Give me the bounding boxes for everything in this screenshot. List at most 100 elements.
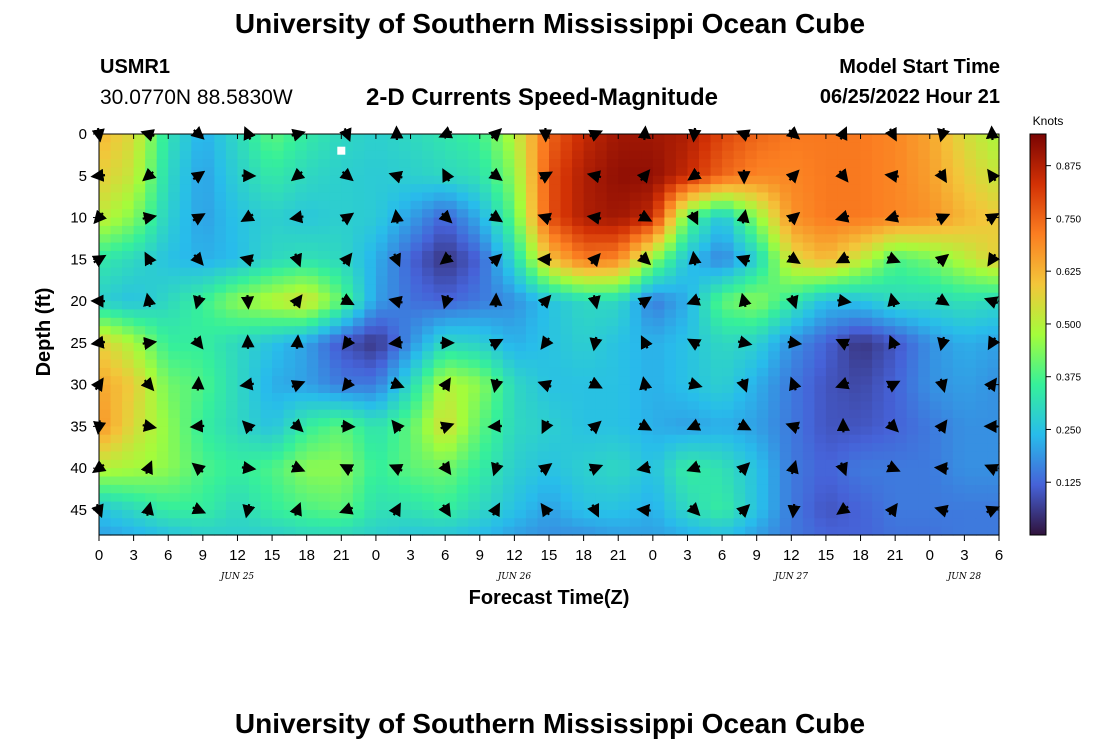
heat-cell	[468, 493, 481, 503]
heat-cell	[929, 142, 942, 152]
heat-cell	[756, 451, 769, 461]
heat-cell	[456, 409, 469, 419]
heat-cell	[791, 401, 804, 411]
heat-cell	[549, 493, 562, 503]
heat-cell	[514, 309, 527, 319]
heat-cell	[779, 234, 792, 244]
heat-cell	[99, 200, 112, 210]
heat-cell	[802, 509, 815, 519]
heat-cell	[433, 526, 446, 536]
heat-cell	[964, 225, 977, 235]
heat-cell	[560, 476, 573, 486]
heat-cell	[145, 476, 158, 486]
heat-cell	[156, 334, 169, 344]
heat-cell	[814, 317, 827, 327]
current-arrow	[488, 338, 504, 351]
heat-cell	[306, 434, 319, 444]
heat-cell	[364, 192, 377, 202]
heat-cell	[745, 443, 758, 453]
heat-cell	[929, 367, 942, 377]
heat-cell	[295, 367, 308, 377]
heat-cell	[491, 292, 504, 302]
heat-cell	[837, 200, 850, 210]
heat-cell	[745, 242, 758, 252]
heat-cell	[987, 359, 1000, 369]
heat-cell	[295, 476, 308, 486]
x-tick-label: 0	[95, 547, 103, 564]
heat-cell	[272, 167, 285, 177]
heat-cell	[664, 184, 677, 194]
heat-cell	[652, 476, 665, 486]
heat-cell	[641, 150, 654, 160]
heat-cell	[329, 418, 342, 427]
heat-cell	[399, 434, 412, 444]
heat-cell	[410, 326, 423, 336]
heat-cell	[987, 192, 1000, 202]
heat-cell	[952, 159, 965, 169]
heat-cell	[629, 493, 642, 503]
heat-cell	[145, 317, 158, 327]
heat-cell	[929, 192, 942, 202]
heat-cell	[791, 434, 804, 444]
heat-cell	[560, 501, 573, 511]
heat-cell	[352, 493, 365, 503]
heat-cell	[664, 159, 677, 169]
heat-cell	[618, 526, 631, 536]
heat-cell	[122, 351, 135, 361]
heat-cell	[145, 518, 158, 528]
heat-cell	[825, 192, 839, 202]
heat-cell	[433, 225, 446, 235]
heat-cell	[722, 267, 735, 277]
heat-cell	[952, 476, 965, 486]
heat-cell	[237, 351, 250, 361]
heat-cell	[733, 150, 746, 160]
heat-cell	[872, 184, 885, 194]
heat-cell	[422, 142, 435, 152]
current-arrow	[835, 461, 848, 477]
heat-cell	[918, 242, 931, 252]
heat-cell	[168, 309, 181, 319]
heat-cell	[214, 150, 227, 160]
heat-cell	[825, 468, 839, 478]
heat-cell	[606, 242, 619, 252]
heat-cell	[133, 518, 146, 528]
heat-cell	[895, 134, 908, 143]
heat-cell	[860, 259, 873, 269]
heat-cell	[745, 367, 758, 377]
heat-cell	[122, 259, 135, 269]
heat-cell	[156, 518, 169, 528]
heat-cell	[849, 384, 862, 394]
heat-cell	[941, 451, 954, 461]
heat-cell	[572, 209, 585, 219]
heat-cell	[675, 501, 689, 511]
heat-cell	[675, 351, 689, 361]
heat-cell	[514, 334, 527, 344]
heat-cell	[318, 468, 331, 478]
heat-cell	[745, 392, 758, 402]
heat-cell	[618, 501, 631, 511]
heat-cell	[168, 484, 181, 494]
heat-cell	[595, 250, 608, 260]
heat-cell	[456, 476, 469, 486]
heat-cell	[502, 342, 515, 352]
heat-cell	[756, 468, 769, 478]
current-arrow	[442, 168, 455, 183]
heat-cell	[456, 418, 469, 427]
heat-cell	[502, 334, 515, 344]
heat-cell	[283, 392, 296, 402]
heat-cell	[756, 426, 769, 436]
date-label: JUN 26	[496, 572, 532, 582]
heat-cell	[99, 259, 112, 269]
heat-cell	[814, 267, 827, 277]
heat-cell	[675, 434, 689, 444]
heat-cell	[410, 267, 423, 277]
heat-cell	[99, 334, 112, 344]
heat-cell	[860, 334, 873, 344]
heat-cell	[572, 192, 585, 202]
heat-cell	[583, 476, 596, 486]
heat-cell	[110, 284, 123, 294]
heat-cell	[652, 526, 665, 536]
x-tick-label: 18	[575, 547, 592, 564]
heat-cell	[156, 159, 169, 169]
heat-cell	[975, 301, 989, 311]
